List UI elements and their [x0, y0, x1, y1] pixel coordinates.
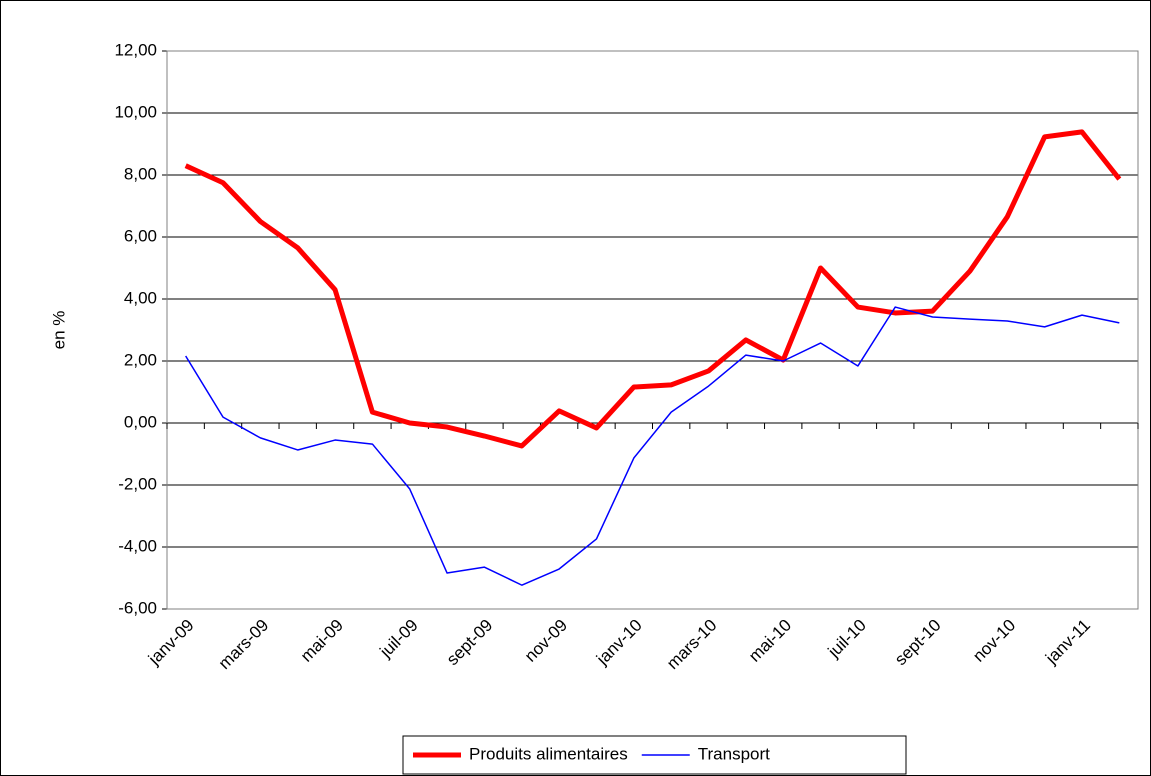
plot-border — [166, 50, 1139, 610]
legend-label: Transport — [698, 744, 770, 763]
y-tick-label: 6,00 — [124, 226, 157, 245]
y-tick-label: 8,00 — [124, 164, 157, 183]
y-tick-label: 12,00 — [114, 40, 157, 59]
y-tick-label: 10,00 — [114, 102, 157, 121]
y-tick-label: 2,00 — [124, 350, 157, 369]
y-tick-label: 0,00 — [124, 412, 157, 431]
y-tick-label: -2,00 — [118, 474, 157, 493]
series-line — [185, 306, 1120, 586]
legend-label: Produits alimentaires — [469, 744, 628, 763]
y-axis-label: en % — [49, 311, 68, 350]
series-line — [184, 129, 1122, 449]
y-tick-label: -6,00 — [118, 598, 157, 617]
y-tick-label: 4,00 — [124, 288, 157, 307]
y-tick-label: -4,00 — [118, 536, 157, 555]
